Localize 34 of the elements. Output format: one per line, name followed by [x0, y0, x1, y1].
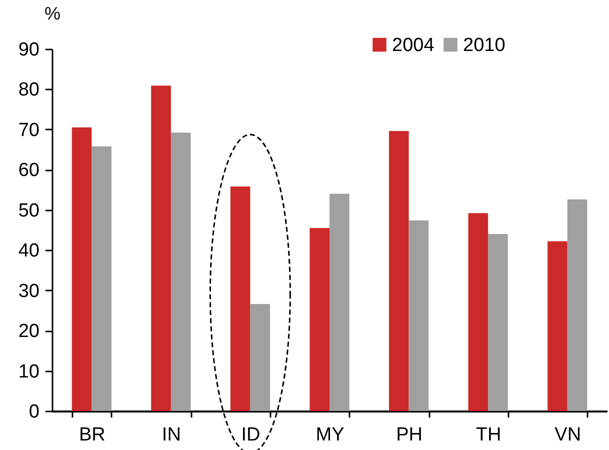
bar — [408, 220, 429, 411]
bar — [151, 86, 171, 411]
x-tick-label: TH — [476, 424, 502, 446]
y-tick-label: 20 — [18, 321, 40, 342]
x-tick-label: VN — [554, 424, 582, 446]
bar — [567, 199, 588, 411]
y-tick-label: 10 — [18, 361, 40, 382]
y-tick-label: 50 — [18, 200, 40, 222]
y-tick-label: 40 — [18, 240, 40, 262]
bar — [548, 241, 568, 411]
legend-label: 2004 — [392, 34, 435, 56]
legend-label: 2010 — [463, 34, 506, 56]
x-tick-label: MY — [316, 424, 345, 446]
y-tick-label: 30 — [18, 280, 40, 302]
bar — [468, 213, 488, 411]
y-tick-label: 70 — [18, 120, 40, 141]
bar — [250, 304, 270, 411]
bar — [92, 146, 112, 411]
y-tick-label: 60 — [18, 160, 40, 182]
bar — [230, 186, 250, 411]
bar — [330, 194, 350, 411]
x-tick-label: ID — [241, 424, 260, 446]
bar — [488, 234, 508, 411]
bar — [310, 228, 330, 411]
y-tick-label: 0 — [28, 402, 40, 422]
bar — [388, 131, 409, 411]
y-tick-label: 90 — [18, 40, 40, 60]
y-axis-title: % — [44, 4, 61, 24]
x-tick-label: BR — [78, 424, 106, 446]
bar — [170, 132, 191, 411]
bar — [72, 127, 92, 411]
y-tick-label: 80 — [18, 80, 40, 101]
x-tick-label: PH — [396, 424, 422, 446]
x-tick-label: IN — [162, 424, 181, 446]
